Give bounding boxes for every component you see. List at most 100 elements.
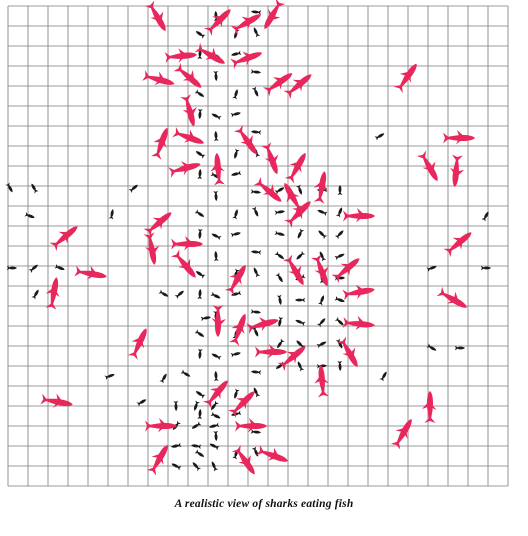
shark-icon xyxy=(256,445,289,462)
shark-icon xyxy=(202,380,228,409)
fish-icon xyxy=(319,251,327,262)
shark-icon xyxy=(45,277,60,310)
fish-icon xyxy=(171,463,182,471)
fish-icon xyxy=(297,361,305,372)
fish-icon xyxy=(295,297,305,303)
shark-icon xyxy=(145,418,177,433)
shark-icon xyxy=(343,208,375,223)
shark-icon xyxy=(282,254,304,285)
fish-icon xyxy=(230,232,241,238)
fish-icon xyxy=(296,184,303,195)
shark-icon xyxy=(416,150,438,181)
fish-icon xyxy=(334,296,345,303)
shark-icon xyxy=(151,127,168,160)
shark-icon xyxy=(284,201,311,228)
fish-icon xyxy=(274,187,285,195)
shark-icon xyxy=(170,249,196,278)
fish-icon xyxy=(213,70,219,81)
shark-icon xyxy=(194,42,225,64)
shark-icon xyxy=(180,94,197,127)
shark-icon xyxy=(127,328,147,360)
shark-icon xyxy=(146,445,168,476)
shark-icon xyxy=(235,418,267,433)
shark-icon xyxy=(229,313,246,346)
shark-icon xyxy=(144,0,166,31)
fish-icon xyxy=(274,210,285,216)
fish-icon xyxy=(426,265,437,272)
fish-icon xyxy=(194,89,205,97)
shark-icon xyxy=(449,154,465,187)
fish-icon xyxy=(318,230,328,240)
fish-icon xyxy=(334,275,345,281)
fish-icon xyxy=(173,400,179,411)
shark-icon xyxy=(40,393,73,408)
fish-icon xyxy=(316,318,326,328)
fish-icon xyxy=(209,443,220,451)
shark-icon xyxy=(142,70,175,86)
fish-icon xyxy=(211,233,222,241)
fish-icon xyxy=(197,409,203,420)
fish-icon xyxy=(230,352,241,358)
fish-icon xyxy=(211,400,219,411)
shark-icon xyxy=(143,232,160,265)
fish-icon xyxy=(231,50,242,56)
fish-icon xyxy=(28,264,38,274)
shark-icon xyxy=(283,74,312,100)
fish-icon xyxy=(337,360,343,371)
fish-icon xyxy=(334,253,345,261)
fish-icon xyxy=(159,373,167,384)
fish-icon xyxy=(210,411,221,419)
fish-icon xyxy=(191,444,202,450)
shark-icon xyxy=(261,142,279,175)
fish-icon xyxy=(481,211,489,222)
fish-icon xyxy=(195,271,206,279)
fish-icon xyxy=(234,28,240,39)
shark-icon xyxy=(331,258,360,284)
shark-icon xyxy=(211,305,226,337)
fish-icon xyxy=(194,329,205,337)
fish-icon xyxy=(211,113,222,121)
fish-icon xyxy=(250,69,261,74)
fish-icon xyxy=(231,170,242,176)
fish-icon xyxy=(180,369,191,377)
fish-school xyxy=(5,10,491,472)
shark-icon xyxy=(311,254,329,287)
fish-icon xyxy=(197,169,203,180)
fish-icon xyxy=(426,343,437,351)
fish-icon xyxy=(251,370,262,375)
fish-icon xyxy=(251,326,259,337)
shark-icon xyxy=(230,51,263,69)
fish-icon xyxy=(158,289,169,297)
fish-icon xyxy=(31,289,39,300)
shark-icon xyxy=(255,344,287,359)
fish-icon xyxy=(213,11,219,22)
fish-icon xyxy=(231,410,242,416)
fish-icon xyxy=(213,131,219,142)
fish-icon xyxy=(250,189,261,194)
fish-icon xyxy=(274,251,285,259)
shark-icon xyxy=(342,284,375,301)
fish-icon xyxy=(251,446,259,457)
fish-icon xyxy=(197,49,203,60)
fish-icon xyxy=(104,373,115,380)
shark-icon xyxy=(443,232,472,258)
fish-icon xyxy=(295,319,306,327)
shark-icon xyxy=(390,419,412,450)
fish-icon xyxy=(210,291,221,299)
fish-icon xyxy=(277,338,285,349)
fish-icon xyxy=(213,430,219,441)
fish-icon xyxy=(335,207,343,218)
fish-icon xyxy=(316,341,327,349)
shark-icon xyxy=(49,226,78,252)
fish-icon xyxy=(54,264,65,271)
fish-icon xyxy=(253,387,261,398)
shark-icon xyxy=(204,9,231,36)
fish-icon xyxy=(194,449,205,457)
shark-icon xyxy=(172,127,205,144)
fish-icon xyxy=(211,353,222,361)
shark-group xyxy=(40,0,475,476)
fish-icon xyxy=(278,316,284,327)
shark-icon xyxy=(284,183,306,214)
fish-icon xyxy=(213,251,219,262)
